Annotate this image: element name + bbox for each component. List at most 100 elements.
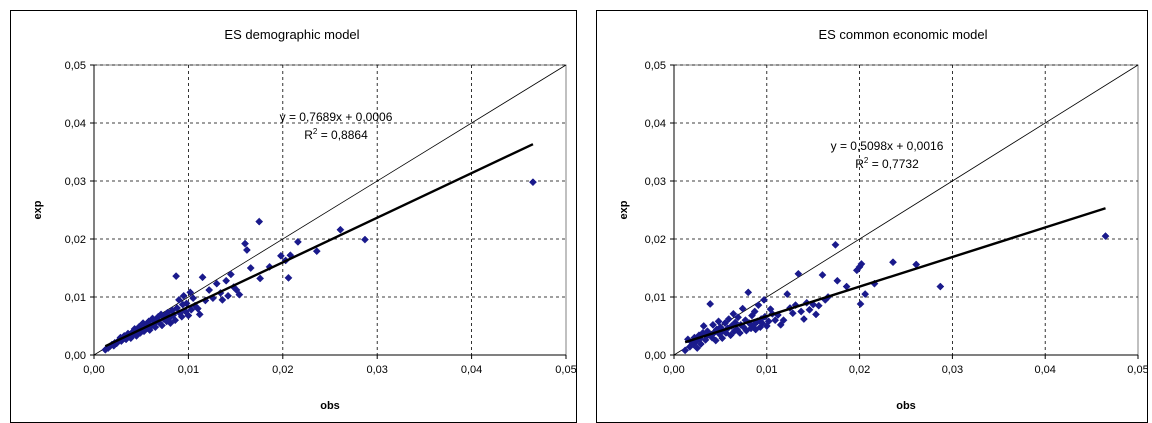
data-point (722, 329, 730, 337)
y-tick-label: 0,00 (65, 350, 86, 362)
data-point (861, 290, 870, 299)
chart-title: ES demographic model (224, 27, 359, 42)
data-point (222, 276, 231, 285)
x-tick-label: 0,04 (1034, 364, 1055, 376)
data-point (831, 240, 840, 249)
reference-line (93, 64, 567, 356)
data-point (794, 269, 803, 278)
x-tick-label: 0,00 (663, 364, 684, 376)
y-tick-label: 0,04 (645, 118, 666, 130)
scatter-chart-demographic: 0,00 0,00 0,01 0,01 0,02 0,02 0,03 0,03 0,04 0,04… (32, 27, 576, 412)
data-point (714, 317, 723, 326)
y-axis-label: exp (32, 200, 44, 219)
data-point (172, 272, 181, 281)
data-point (729, 309, 738, 318)
data-point (177, 312, 186, 321)
data-point (696, 340, 705, 348)
trendline-equation: y = 0,5098x + 0,0016 (831, 139, 944, 153)
y-tick-label: 0,05 (645, 60, 666, 72)
data-point (256, 274, 265, 283)
x-axis-label: obs (896, 400, 916, 412)
r-squared-label: R2 = 0,7732 (855, 156, 919, 171)
data-point (276, 251, 285, 260)
data-point (779, 316, 788, 325)
y-tick-label: 0,04 (65, 118, 86, 130)
data-point (750, 307, 759, 316)
data-point (771, 316, 780, 325)
data-point (246, 264, 255, 272)
data-point (1101, 232, 1110, 241)
r-squared-label: R2 = 0,8864 (304, 127, 368, 142)
y-tick-label: 0,02 (645, 234, 666, 246)
r-squared-symbol: R (304, 128, 313, 142)
data-point (293, 237, 302, 246)
trendline (684, 207, 1106, 344)
x-tick-label: 0,03 (942, 364, 963, 376)
r-squared-value: = 0,8864 (317, 128, 368, 142)
data-point (889, 258, 897, 267)
y-axis-label: exp (618, 200, 630, 219)
data-point (721, 319, 729, 328)
data-point (711, 336, 720, 345)
x-tick-label: 0,01 (178, 364, 199, 376)
data-point (336, 225, 345, 234)
data-point (235, 290, 244, 299)
data-point (833, 276, 842, 285)
data-point (799, 315, 808, 323)
data-point (193, 304, 202, 313)
x-tick-label: 0,05 (555, 364, 576, 376)
data-point (936, 282, 945, 291)
data-point (212, 279, 221, 288)
trendline-equation: y = 0,7689x + 0,0006 (280, 110, 393, 124)
reference-line (673, 64, 1139, 356)
data-point (744, 288, 753, 297)
data-point (726, 331, 735, 340)
r-squared-superscript: 2 (313, 127, 318, 136)
data-point (812, 310, 820, 319)
y-tick-label: 0,00 (645, 350, 666, 362)
data-point (738, 304, 747, 313)
data-point (709, 320, 717, 329)
data-point (724, 315, 733, 323)
data-point (312, 247, 321, 256)
y-tick-label: 0,02 (65, 234, 86, 246)
data-point (797, 307, 806, 316)
data-point (189, 294, 198, 303)
y-tick-label: 0,03 (645, 176, 666, 188)
data-point (179, 291, 188, 300)
r-squared-superscript: 2 (864, 156, 869, 165)
data-point (758, 319, 767, 328)
y-tick-label: 0,01 (65, 292, 86, 304)
data-point (699, 322, 708, 330)
data-point (255, 217, 264, 226)
x-tick-label: 0,00 (83, 364, 104, 376)
data-point (760, 295, 768, 304)
data-point (184, 311, 193, 320)
data-point (186, 288, 195, 297)
r-squared-symbol: R (855, 157, 864, 171)
x-tick-label: 0,04 (461, 364, 482, 376)
data-point (529, 178, 537, 187)
y-tick-label: 0,05 (65, 60, 86, 72)
data-point (788, 309, 797, 318)
data-point (241, 239, 249, 248)
x-tick-label: 0,05 (1127, 364, 1147, 376)
data-point (857, 259, 866, 268)
data-point (764, 317, 773, 326)
data-point (683, 335, 692, 344)
x-tick-label: 0,02 (849, 364, 870, 376)
data-point (284, 273, 293, 282)
chart-panel-demographic: 0,00 0,00 0,01 0,01 0,02 0,02 0,03 0,03 0,04 0,04… (10, 10, 577, 423)
x-tick-label: 0,02 (272, 364, 293, 376)
data-point (693, 344, 702, 352)
data-point (175, 295, 183, 304)
r-squared-value: = 0,7732 (868, 157, 919, 171)
data-point (754, 301, 763, 310)
data-point (226, 270, 235, 279)
data-point (718, 334, 727, 343)
data-point (151, 323, 160, 332)
data-point (198, 273, 207, 282)
chart-title: ES common economic model (818, 27, 987, 42)
data-point (681, 346, 690, 355)
data-point (218, 295, 227, 304)
